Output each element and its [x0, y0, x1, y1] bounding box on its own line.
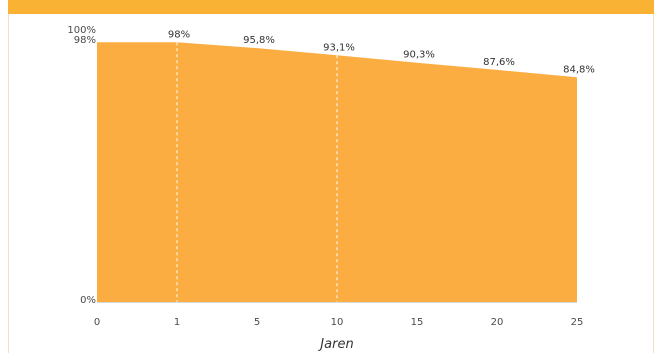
y-tick-label: 0% [80, 295, 96, 306]
chart-header-bar [8, 0, 654, 14]
x-axis-title: Jaren [317, 337, 353, 352]
data-label: 90,3% [403, 50, 435, 61]
guides-layer [176, 42, 338, 302]
data-label: 95,8% [243, 35, 275, 46]
y-tick-label: 100% [67, 25, 96, 36]
data-label: 87,6% [483, 57, 515, 68]
labels-layer: 98% 95,8% 93,1% 90,3% 87,6% 84,8% [168, 29, 595, 75]
x-tick-label: 25 [571, 317, 584, 328]
data-label: 84,8% [563, 64, 595, 75]
x-tick-label: 15 [411, 317, 424, 328]
x-tick-label: 5 [254, 317, 260, 328]
x-tick-label: 10 [331, 317, 344, 328]
x-tick-label: 1 [174, 317, 180, 328]
data-label: 93,1% [323, 42, 355, 53]
data-label: 98% [168, 29, 190, 40]
x-tick-label: 20 [491, 317, 504, 328]
x-tick-label: 0 [94, 317, 100, 328]
chart-frame [8, 14, 654, 353]
y-tick-label: 98% [74, 35, 96, 46]
